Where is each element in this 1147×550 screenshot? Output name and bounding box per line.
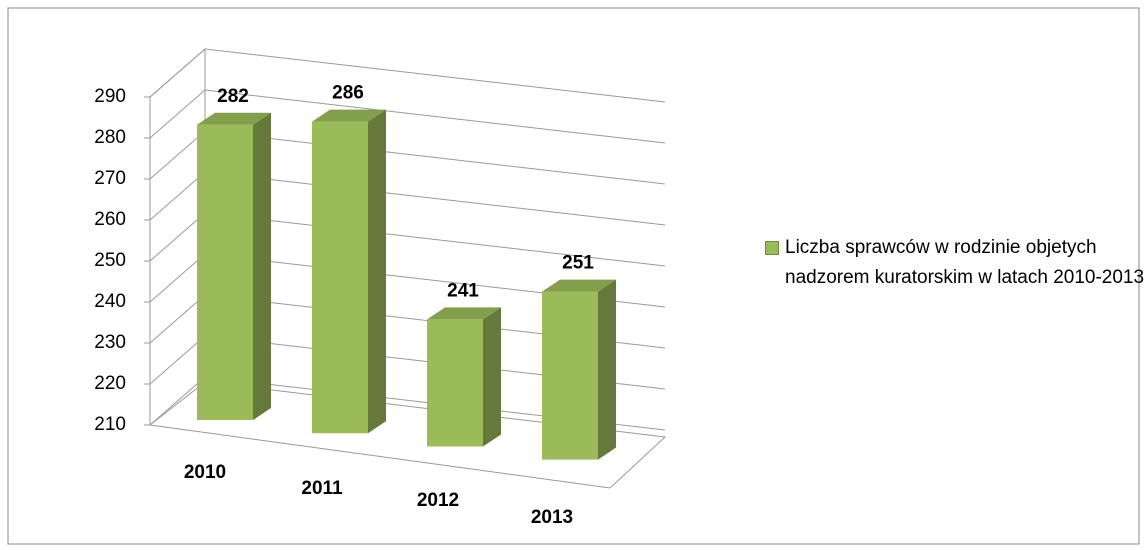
bar-side <box>483 307 501 447</box>
bar-front <box>197 124 253 421</box>
grid-line <box>149 89 666 144</box>
bar <box>312 109 386 434</box>
data-label: 241 <box>447 280 479 301</box>
x-tick-label: 2012 <box>417 490 459 511</box>
y-tick-label: 280 <box>94 127 126 148</box>
y-tick-label: 260 <box>94 209 126 230</box>
bar-side <box>598 279 616 460</box>
data-label: 251 <box>562 253 594 274</box>
bar-front <box>542 291 598 460</box>
bar <box>197 112 271 421</box>
legend-key <box>765 241 779 255</box>
y-tick-label: 290 <box>94 86 126 107</box>
y-tick-label: 230 <box>94 332 126 353</box>
y-tick-label: 250 <box>94 250 126 271</box>
bar-side <box>253 112 271 421</box>
y-tick-label: 240 <box>94 291 126 312</box>
bar-side <box>368 109 386 434</box>
x-tick-label: 2013 <box>531 507 573 528</box>
y-tick-label: 270 <box>94 168 126 189</box>
bar-top <box>197 112 271 125</box>
bar-front <box>427 319 483 447</box>
data-label: 286 <box>332 83 364 104</box>
bar-top <box>427 307 501 320</box>
x-tick-label: 2010 <box>184 462 226 483</box>
bar-top <box>542 279 616 292</box>
bar-front <box>312 121 368 434</box>
y-tick-label: 220 <box>94 373 126 394</box>
bar <box>542 279 616 460</box>
y-tick-label: 210 <box>94 414 126 435</box>
data-label: 282 <box>217 86 249 107</box>
bar-top <box>312 109 386 122</box>
x-tick-label: 2011 <box>301 478 343 499</box>
legend-label: Liczba sprawców w rodzinie objetych nadz… <box>785 237 1145 288</box>
grid-line <box>149 48 666 103</box>
bar <box>427 307 501 447</box>
